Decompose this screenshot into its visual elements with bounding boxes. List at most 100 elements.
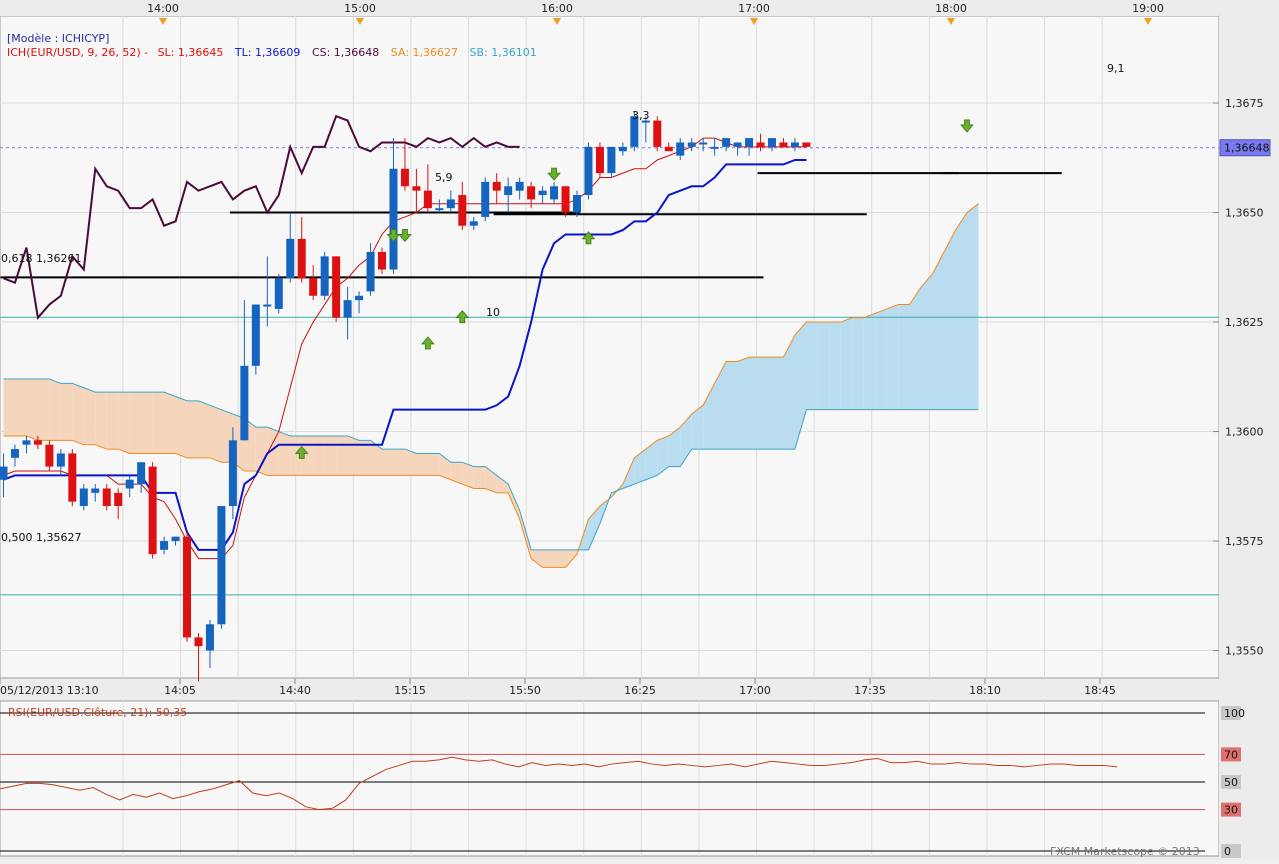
buy-arrow-icon [421, 336, 435, 350]
candle-body-down [68, 453, 77, 502]
candlesticks [0, 111, 811, 682]
candle-body-down [148, 466, 157, 555]
cloud-segment-bearish [393, 449, 405, 476]
time-marker-triangle [553, 18, 561, 25]
arrow-label-4: 9,1 [1107, 62, 1125, 75]
cloud-segment-bullish [898, 304, 910, 410]
cloud-segment-bearish [187, 400, 199, 458]
candle-body-up [630, 116, 639, 147]
rsi-level-badge [1221, 844, 1241, 858]
candle-body-up [790, 142, 799, 147]
rsi-level-label: 30 [1224, 804, 1238, 817]
cloud-segment-bearish [141, 392, 153, 454]
cloud-segment-bearish [450, 462, 463, 485]
x-tick-label: 18:45 [1084, 684, 1116, 697]
rsi-level-label: 50 [1224, 776, 1238, 789]
legend-tl: TL: 1,36609 [234, 46, 301, 59]
time-marker-triangle [356, 18, 364, 25]
top-axis-label: 19:00 [1132, 2, 1164, 15]
arrow-label-2: 10 [486, 306, 500, 319]
candle-body-up [573, 195, 581, 213]
candle-body-down [45, 444, 54, 467]
cloud-segment-bullish [794, 322, 807, 450]
top-axis-label: 18:00 [935, 2, 967, 15]
cloud-segment-bearish [462, 462, 474, 489]
rsi-level-badge [1221, 802, 1241, 817]
cloud-segment-bullish [817, 322, 830, 410]
x-tick-label: 14:40 [279, 684, 311, 697]
cloud-segment-bearish [267, 427, 279, 476]
candle-body-up [435, 208, 444, 211]
rsi-plot-area[interactable] [0, 700, 1220, 857]
cloud-segment-bullish [852, 317, 864, 410]
x-tick-label: 05/12/2013 13:10 [0, 684, 99, 697]
senkou-span-b-line [3, 378, 979, 551]
price-plot-area[interactable] [0, 15, 1220, 679]
candle-body-down [423, 190, 432, 209]
cloud-segment-bearish [313, 435, 325, 476]
y-tick-label: 1,3550 [1225, 645, 1264, 658]
cloud-segment-bullish [680, 414, 692, 467]
candle-body-up [504, 186, 513, 196]
cloud-segment-bearish [324, 435, 337, 476]
cloud-segment-bullish [966, 203, 979, 410]
cloud-segment-bearish [278, 431, 291, 476]
x-tick-label: 15:50 [509, 684, 541, 697]
candle-body-up [217, 506, 226, 625]
candle-body-up [618, 146, 627, 152]
cloud-segment-bullish [588, 506, 600, 550]
cloud-segment-bearish [26, 379, 38, 441]
candle-body-up [469, 221, 478, 226]
candle-body-down [595, 146, 604, 174]
candle-body-up [22, 440, 31, 445]
arrow-label-1: 5,9 [435, 171, 453, 184]
cloud-segment-bearish [347, 435, 360, 476]
cloud-segment-bullish [657, 435, 669, 476]
grid [0, 16, 1219, 856]
cloud-segment-bearish [118, 392, 130, 454]
cloud-segment-bearish [359, 440, 371, 476]
candle-body-up [538, 190, 547, 196]
candle-body-up [160, 541, 169, 550]
cloud-segment-bullish [749, 357, 761, 450]
cloud-segment-bearish [531, 549, 543, 568]
x-tick-label: 17:00 [739, 684, 771, 697]
candle-body-up [745, 138, 754, 147]
cloud-segment-bullish [726, 361, 738, 450]
candle-body-down [458, 195, 467, 226]
top-time-axis [0, 0, 1219, 16]
candle-body-down [527, 186, 536, 200]
candle-body-up [240, 365, 249, 441]
top-axis-label: 14:00 [147, 2, 179, 15]
y-tick-label: 1,3600 [1225, 426, 1264, 439]
cloud-segment-bearish [175, 396, 188, 458]
current-price-text: 1,36648 [1224, 142, 1270, 155]
candle-body-up [389, 168, 398, 270]
legend-sb: SB: 1,36101 [470, 46, 537, 59]
candle-body-down [183, 536, 192, 638]
cloud-segment-bearish [382, 449, 394, 476]
candle-body-up [676, 142, 685, 156]
x-tick-label: 15:15 [394, 684, 426, 697]
arrow-label-3: 3,3 [632, 109, 650, 122]
x-tick-label: 14:05 [164, 684, 196, 697]
axes: 14:00 15:00 16:00 17:00 18:00 19:00 05/12/2013… [0, 0, 1271, 697]
candle-body-up [251, 304, 260, 366]
chikou-span-line [3, 114, 520, 320]
cloud-segment-bullish [645, 440, 658, 480]
senkou-span-a-line [3, 203, 979, 568]
candle-body-down [802, 142, 811, 147]
cloud-segment-bearish [49, 379, 61, 441]
cloud-segment-bearish [565, 549, 577, 568]
candle-body-up [515, 181, 524, 191]
candle-body-up [607, 146, 616, 174]
candle-body-up [91, 488, 100, 493]
candle-body-up [79, 488, 88, 507]
cloud-segment-bearish [129, 392, 142, 454]
time-marker-triangle [1144, 18, 1152, 25]
cloud-segment-bullish [886, 304, 899, 410]
cloud-segment-bearish [301, 435, 314, 476]
candle-body-down [664, 146, 673, 152]
